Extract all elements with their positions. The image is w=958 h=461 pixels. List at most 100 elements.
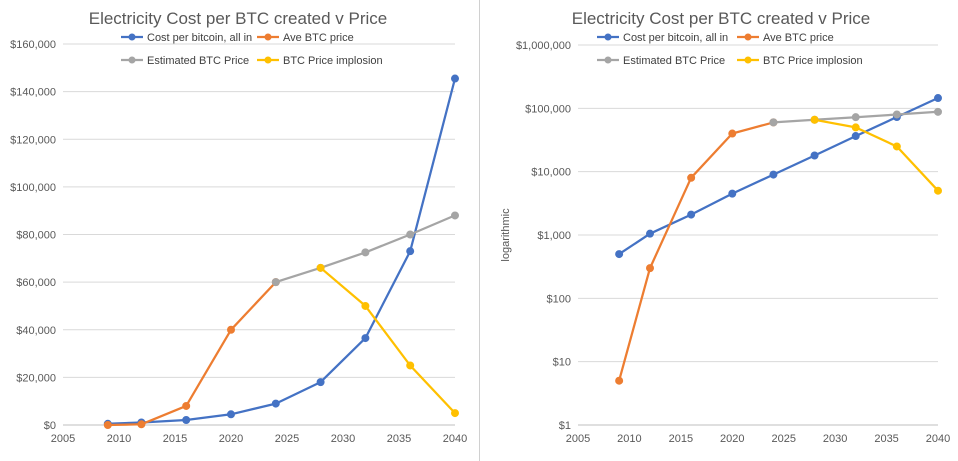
- y-tick-label: $100,000: [10, 182, 56, 194]
- linear-chart: Electricity Cost per BTC created v Price…: [10, 9, 467, 445]
- series-line-cost-per-bitcoin-all-in: [106, 77, 457, 425]
- legend-label-estimated-btc-price: Estimated BTC Price: [623, 55, 725, 67]
- legend-label-estimated-btc-price: Estimated BTC Price: [147, 55, 249, 67]
- legend-label-btc-price-implosion: BTC Price implosion: [763, 55, 863, 67]
- x-tick-label: 2015: [669, 433, 693, 445]
- data-point-ave-btc-price: [137, 420, 146, 429]
- data-point-cost-per-bitcoin-all-in: [851, 132, 860, 141]
- x-tick-label: 2015: [163, 433, 187, 445]
- data-point-btc-price-implosion: [934, 186, 942, 195]
- data-point-cost-per-bitcoin-all-in: [271, 399, 280, 408]
- series-line-btc-price-implosion: [813, 118, 940, 192]
- data-point-btc-price-implosion: [810, 115, 819, 124]
- log-chart: Electricity Cost per BTC created v Price…: [500, 9, 950, 445]
- data-point-cost-per-bitcoin-all-in: [934, 94, 942, 103]
- data-point-cost-per-bitcoin-all-in: [728, 189, 737, 198]
- legend-swatch-marker-btc-price-implosion: [744, 56, 752, 64]
- legend-label-cost-per-bitcoin-all-in: Cost per bitcoin, all in: [623, 32, 728, 44]
- x-tick-label: 2040: [443, 433, 467, 445]
- y-tick-label: $20,000: [16, 372, 56, 384]
- x-tick-label: 2025: [275, 433, 299, 445]
- data-point-btc-price-implosion: [892, 142, 901, 151]
- legend-swatch-marker-estimated-btc-price: [128, 56, 136, 64]
- legend-swatch-marker-cost-per-bitcoin-all-in: [128, 33, 136, 41]
- panel-divider: [479, 0, 480, 461]
- data-point-estimated-btc-price: [271, 278, 280, 287]
- data-point-btc-price-implosion: [451, 409, 459, 418]
- data-point-cost-per-bitcoin-all-in: [182, 415, 191, 424]
- y-tick-label: $1: [559, 420, 571, 432]
- x-tick-label: 2030: [823, 433, 847, 445]
- data-point-estimated-btc-price: [361, 248, 370, 257]
- x-tick-label: 2005: [566, 433, 590, 445]
- y-tick-label: $160,000: [10, 39, 56, 51]
- x-tick-label: 2020: [219, 433, 243, 445]
- data-point-ave-btc-price: [728, 129, 737, 138]
- data-point-btc-price-implosion: [361, 301, 370, 310]
- legend-swatch-marker-btc-price-implosion: [264, 56, 272, 64]
- data-point-cost-per-bitcoin-all-in: [687, 210, 696, 219]
- chart-title: Electricity Cost per BTC created v Price: [89, 9, 388, 28]
- x-tick-label: 2035: [874, 433, 898, 445]
- y-tick-label: $120,000: [10, 134, 56, 146]
- x-tick-label: 2025: [771, 433, 795, 445]
- y-tick-label: $60,000: [16, 277, 56, 289]
- series-line-ave-btc-price: [617, 121, 775, 382]
- y-tick-label: $100,000: [525, 103, 571, 115]
- data-point-cost-per-bitcoin-all-in: [406, 247, 415, 256]
- series-line-btc-price-implosion: [319, 266, 457, 415]
- data-point-ave-btc-price: [646, 264, 654, 273]
- x-tick-label: 2005: [51, 433, 75, 445]
- x-tick-label: 2010: [107, 433, 131, 445]
- legend-label-btc-price-implosion: BTC Price implosion: [283, 55, 383, 67]
- chart-title: Electricity Cost per BTC created v Price: [572, 9, 871, 28]
- data-point-cost-per-bitcoin-all-in: [810, 151, 819, 160]
- legend-swatch-marker-ave-btc-price: [744, 33, 752, 41]
- data-point-estimated-btc-price: [406, 230, 415, 239]
- x-tick-label: 2010: [617, 433, 641, 445]
- y-tick-label: $0: [44, 420, 56, 432]
- y-tick-label: $40,000: [16, 325, 56, 337]
- x-tick-label: 2020: [720, 433, 744, 445]
- data-point-estimated-btc-price: [769, 118, 778, 127]
- data-point-estimated-btc-price: [934, 107, 942, 116]
- linear-chart-panel: Electricity Cost per BTC created v Price…: [0, 0, 478, 461]
- data-point-ave-btc-price: [615, 376, 624, 385]
- data-point-estimated-btc-price: [892, 110, 901, 119]
- data-point-cost-per-bitcoin-all-in: [646, 229, 654, 238]
- data-point-btc-price-implosion: [851, 123, 860, 132]
- legend-label-cost-per-bitcoin-all-in: Cost per bitcoin, all in: [147, 32, 252, 44]
- data-point-btc-price-implosion: [406, 361, 415, 370]
- x-tick-label: 2030: [331, 433, 355, 445]
- data-point-ave-btc-price: [182, 401, 191, 410]
- legend-swatch-marker-cost-per-bitcoin-all-in: [604, 33, 612, 41]
- data-point-cost-per-bitcoin-all-in: [769, 170, 778, 179]
- data-point-cost-per-bitcoin-all-in: [361, 334, 370, 343]
- data-point-estimated-btc-price: [851, 113, 860, 122]
- data-point-cost-per-bitcoin-all-in: [615, 250, 624, 259]
- y-tick-label: $140,000: [10, 87, 56, 99]
- y-tick-label: $10,000: [531, 167, 571, 179]
- legend-label-ave-btc-price: Ave BTC price: [763, 32, 834, 44]
- data-point-ave-btc-price: [687, 173, 696, 182]
- legend-swatch-marker-ave-btc-price: [264, 33, 272, 41]
- y-tick-label: $80,000: [16, 230, 56, 242]
- y-tick-label: $1,000: [537, 230, 571, 242]
- data-point-estimated-btc-price: [451, 211, 459, 220]
- data-point-ave-btc-price: [103, 420, 112, 429]
- data-point-cost-per-bitcoin-all-in: [227, 410, 235, 419]
- series-line-ave-btc-price: [106, 280, 277, 427]
- data-point-ave-btc-price: [227, 325, 235, 334]
- log-chart-panel: Electricity Cost per BTC created v Price…: [481, 0, 958, 461]
- x-tick-label: 2035: [387, 433, 411, 445]
- legend-label-ave-btc-price: Ave BTC price: [283, 32, 354, 44]
- legend-swatch-marker-estimated-btc-price: [604, 56, 612, 64]
- data-point-cost-per-bitcoin-all-in: [316, 378, 325, 387]
- y-tick-label: $1,000,000: [516, 40, 571, 52]
- y-tick-label: $100: [547, 293, 571, 305]
- y-axis-title: logarithmic: [500, 208, 512, 262]
- x-tick-label: 2040: [926, 433, 950, 445]
- data-point-btc-price-implosion: [316, 263, 325, 272]
- y-tick-label: $10: [553, 357, 571, 369]
